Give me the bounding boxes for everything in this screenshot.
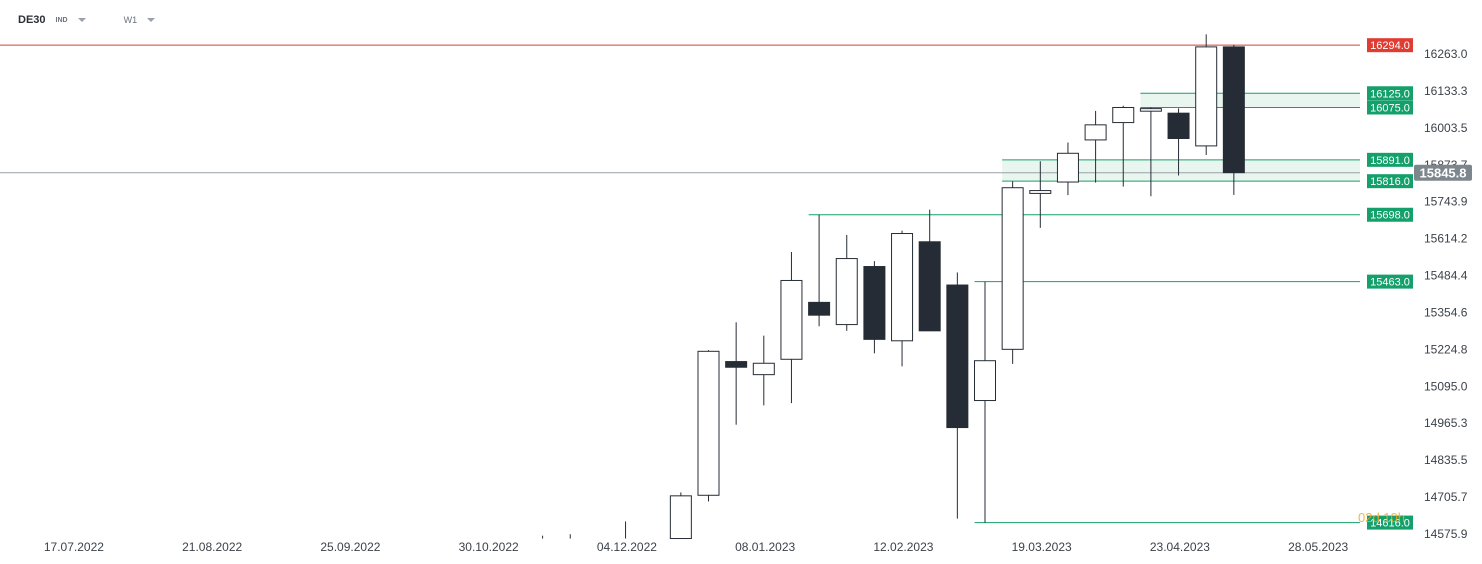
y-axis-tick-label: 14705.7	[1424, 490, 1468, 504]
bear-candle[interactable]	[918, 241, 941, 332]
level-label-box	[1367, 152, 1413, 167]
y-axis-tick-label: 14575.9	[1424, 527, 1468, 541]
bull-candle[interactable]	[697, 350, 720, 496]
level-label-box	[1367, 86, 1413, 101]
bull-candle[interactable]	[835, 258, 858, 326]
y-axis-tick-label: 16263.0	[1424, 47, 1468, 61]
bear-candle[interactable]	[725, 361, 748, 368]
chart-header: DE30 IND W1	[18, 14, 156, 26]
current-price-badge	[1414, 164, 1472, 181]
bull-candle[interactable]	[1112, 106, 1135, 124]
level-price-label: 15891.0	[1370, 155, 1410, 167]
level-price-label: 16125.0	[1370, 88, 1410, 100]
level-price-label: 15816.0	[1370, 176, 1410, 188]
x-axis-tick-label: 23.04.2023	[1150, 540, 1210, 554]
bull-candle[interactable]	[1029, 190, 1052, 194]
x-axis-tick-label: 28.05.2023	[1288, 540, 1348, 554]
bear-candle[interactable]	[1167, 112, 1190, 140]
bear-candle[interactable]	[808, 301, 831, 316]
bear-candle[interactable]	[863, 266, 886, 340]
y-axis-tick-label: 16133.3	[1424, 84, 1468, 98]
bull-candle[interactable]	[1056, 152, 1079, 183]
bull-candle[interactable]	[891, 233, 914, 342]
y-axis-tick-label: 15614.2	[1424, 232, 1468, 246]
y-axis-tick-label: 14835.5	[1424, 453, 1468, 467]
y-axis-tick-label: 15224.8	[1424, 342, 1468, 356]
level-label-box	[1367, 38, 1413, 53]
support-zone[interactable]	[1002, 159, 1360, 182]
bear-candle[interactable]	[1222, 46, 1245, 174]
bull-candle[interactable]	[669, 495, 692, 540]
x-axis-tick-label: 12.02.2023	[873, 540, 933, 554]
y-axis-tick-label: 15354.6	[1424, 305, 1468, 319]
level-price-label: 15698.0	[1370, 210, 1410, 222]
bull-candle[interactable]	[1139, 108, 1162, 112]
bull-candle[interactable]	[1084, 124, 1107, 141]
level-label-box	[1367, 515, 1413, 530]
bull-candle[interactable]	[780, 279, 803, 360]
timeframe-selector[interactable]: W1	[123, 15, 138, 25]
bull-candle[interactable]	[974, 360, 996, 402]
bull-candle[interactable]	[1001, 187, 1024, 350]
y-axis-tick-label: 15743.9	[1424, 195, 1468, 209]
level-price-label: 14616.0	[1370, 518, 1410, 530]
y-axis-tick-label: 14965.3	[1424, 416, 1468, 430]
y-axis-tick-label: 15484.4	[1424, 269, 1468, 283]
candle-countdown: 02d 10h	[1358, 510, 1405, 525]
x-axis-tick-label: 21.08.2022	[182, 540, 242, 554]
current-price-label: 15845.8	[1420, 166, 1467, 181]
x-axis-tick-label: 19.03.2023	[1012, 540, 1072, 554]
x-axis-tick-label: 25.09.2022	[320, 540, 380, 554]
bull-candle[interactable]	[752, 362, 775, 376]
y-axis-tick-label: 16003.5	[1424, 121, 1468, 135]
level-price-label: 16075.0	[1370, 102, 1410, 114]
level-label-box	[1367, 207, 1413, 222]
symbol-label[interactable]: DE30	[18, 14, 46, 26]
level-price-label: 16294.0	[1370, 40, 1410, 52]
bull-candle[interactable]	[1195, 46, 1218, 147]
y-axis-tick-label: 15095.0	[1424, 379, 1468, 393]
symbol-dropdown-chevron-down-icon[interactable]	[77, 18, 86, 22]
level-label-box	[1367, 274, 1413, 289]
x-axis-tick-label: 08.01.2023	[735, 540, 795, 554]
timeframe-dropdown-chevron-down-icon[interactable]	[147, 18, 156, 22]
bear-candle[interactable]	[946, 284, 969, 429]
level-label-box	[1367, 174, 1413, 189]
level-price-label: 15463.0	[1370, 277, 1410, 289]
x-axis-tick-label: 17.07.2022	[44, 540, 104, 554]
instrument-type-badge: IND	[55, 16, 68, 24]
x-axis-tick-label: 04.12.2022	[597, 540, 657, 554]
level-label-box	[1367, 100, 1413, 115]
support-zone[interactable]	[1140, 93, 1360, 108]
x-axis-tick-label: 30.10.2022	[459, 540, 519, 554]
